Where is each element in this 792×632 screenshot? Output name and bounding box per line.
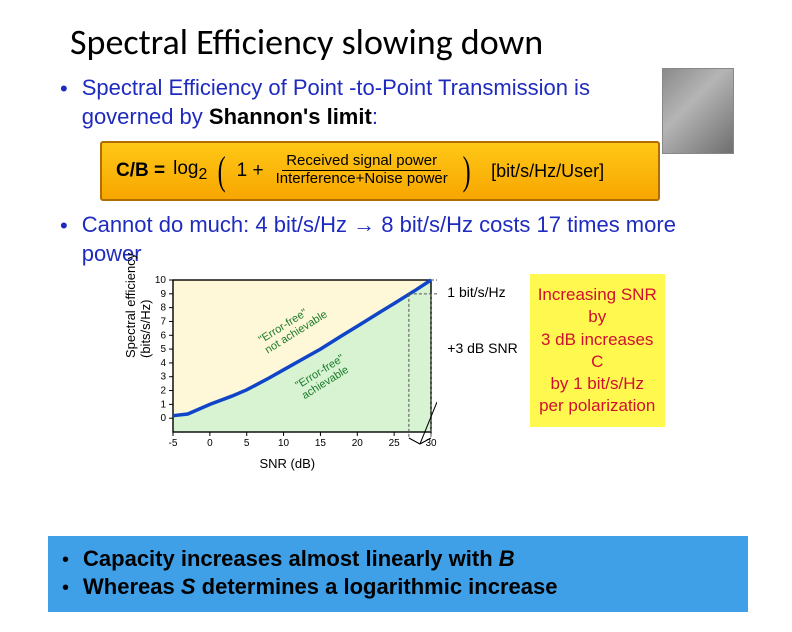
svg-text:5: 5 <box>161 344 167 355</box>
chart-wrap: Spectral efficiency (bits/s/Hz) -5051015… <box>137 274 437 471</box>
svg-text:5: 5 <box>244 438 250 449</box>
svg-text:10: 10 <box>155 275 167 286</box>
blue-text-2: Whereas S determines a logarithmic incre… <box>83 574 557 600</box>
page-title: Spectral Efficiency slowing down <box>70 20 792 64</box>
svg-text:3: 3 <box>161 372 167 383</box>
shannon-formula: C/B = log2 ( 1 + Received signal power I… <box>100 141 660 201</box>
svg-text:25: 25 <box>389 438 401 449</box>
bullet1-bold: Shannon's limit <box>209 104 372 129</box>
svg-text:-5: -5 <box>169 438 178 449</box>
blue-line-2: • Whereas S determines a logarithmic inc… <box>62 574 734 600</box>
bullet-dot: • <box>62 549 69 572</box>
bullet-text-shannon: Spectral Efficiency of Point -to-Point T… <box>82 74 622 131</box>
blue-text-1: Capacity increases almost linearly with … <box>83 546 515 572</box>
snr-line3: by 1 bit/s/Hz <box>536 373 659 395</box>
svg-text:4: 4 <box>161 358 167 369</box>
snr-line1: Increasing SNR by <box>536 284 659 328</box>
blue-line-1: • Capacity increases almost linearly wit… <box>62 546 734 572</box>
svg-text:2: 2 <box>161 386 167 397</box>
svg-text:0: 0 <box>161 414 167 425</box>
svg-text:20: 20 <box>352 438 364 449</box>
svg-text:0: 0 <box>207 438 213 449</box>
formula-unit: [bit/s/Hz/User] <box>491 161 604 182</box>
svg-text:8: 8 <box>161 303 167 314</box>
snr-info-box: Increasing SNR by 3 dB increases C by 1 … <box>530 274 665 427</box>
bullet-cost: • Cannot do much: 4 bit/s/Hz → 8 bit/s/H… <box>60 211 742 268</box>
formula-numerator: Received signal power <box>282 153 441 171</box>
annotation-3db: +3 dB SNR <box>447 340 517 356</box>
formula-lhs: C/B = <box>116 160 165 182</box>
bullet-dot: • <box>62 577 69 600</box>
paren-close: ) <box>462 151 470 191</box>
snr-line2: 3 dB increases C <box>536 329 659 373</box>
bullet2-text: Cannot do much: 4 bit/s/Hz → 8 bit/s/Hz … <box>82 211 682 268</box>
svg-text:9: 9 <box>161 289 167 300</box>
one-plus: 1 + <box>237 160 264 182</box>
svg-text:1: 1 <box>161 400 167 411</box>
bullet-dot: • <box>60 76 68 102</box>
formula-denominator: Interference+Noise power <box>272 171 452 188</box>
formula-fraction: Received signal power Interference+Noise… <box>272 153 452 187</box>
bullet-shannon: • Spectral Efficiency of Point -to-Point… <box>60 74 742 131</box>
svg-text:6: 6 <box>161 331 167 342</box>
y-axis-label: Spectral efficiency (bits/s/Hz) <box>123 253 153 358</box>
chart-annotations: 1 bit/s/Hz +3 dB SNR <box>443 274 517 396</box>
content-area: • Spectral Efficiency of Point -to-Point… <box>60 74 742 471</box>
formula-log: log2 <box>173 158 207 184</box>
shannon-photo <box>662 68 734 154</box>
snr-line4: per polarization <box>536 395 659 417</box>
chart-row: Spectral efficiency (bits/s/Hz) -5051015… <box>60 274 742 471</box>
x-axis-label: SNR (dB) <box>137 456 437 471</box>
svg-text:15: 15 <box>315 438 327 449</box>
annotation-1bit: 1 bit/s/Hz <box>447 284 517 300</box>
bullet1-post: : <box>372 104 378 129</box>
summary-bluebar: • Capacity increases almost linearly wit… <box>48 536 748 612</box>
svg-text:7: 7 <box>161 317 167 328</box>
paren-open: ( <box>218 151 226 191</box>
spectral-efficiency-chart: -5051015202530012345678910"Error-free"no… <box>137 274 437 454</box>
bullet-dot: • <box>60 213 68 239</box>
svg-text:10: 10 <box>278 438 290 449</box>
